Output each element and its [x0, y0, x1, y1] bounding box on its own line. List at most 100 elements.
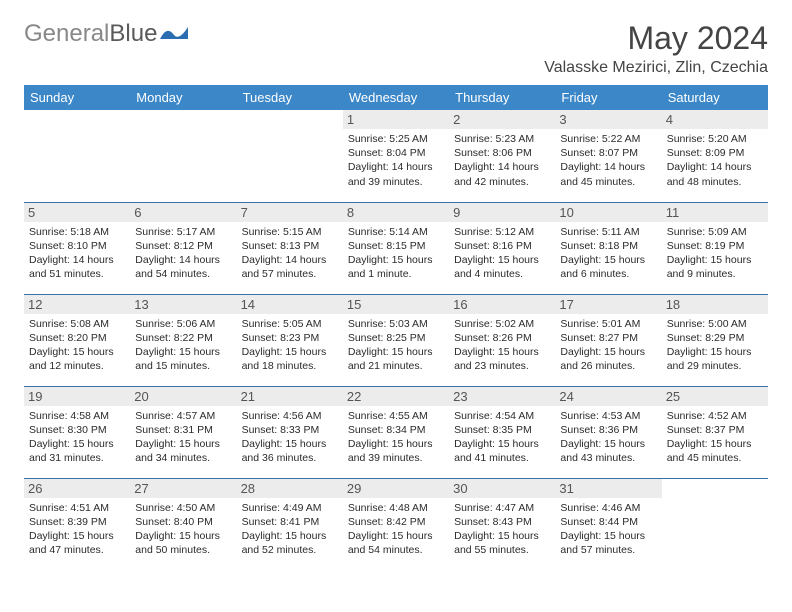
- weekday-row: SundayMondayTuesdayWednesdayThursdayFrid…: [24, 85, 768, 110]
- day-details: Sunrise: 4:57 AMSunset: 8:31 PMDaylight:…: [135, 409, 231, 466]
- day-details: Sunrise: 4:52 AMSunset: 8:37 PMDaylight:…: [667, 409, 763, 466]
- day-number: 21: [237, 387, 343, 406]
- wave-icon: [159, 21, 189, 48]
- day-number: 28: [237, 479, 343, 498]
- day-number: 6: [130, 203, 236, 222]
- day-details: Sunrise: 5:12 AMSunset: 8:16 PMDaylight:…: [454, 225, 550, 282]
- calendar-row: 26 Sunrise: 4:51 AMSunset: 8:39 PMDayligh…: [24, 478, 768, 570]
- day-number: 11: [662, 203, 768, 222]
- calendar-cell: 6 Sunrise: 5:17 AMSunset: 8:12 PMDaylight…: [130, 202, 236, 294]
- day-details: Sunrise: 5:22 AMSunset: 8:07 PMDaylight:…: [560, 132, 656, 189]
- calendar-cell: 15 Sunrise: 5:03 AMSunset: 8:25 PMDayligh…: [343, 294, 449, 386]
- day-number: 25: [662, 387, 768, 406]
- weekday-header: Friday: [555, 85, 661, 110]
- day-details: Sunrise: 4:58 AMSunset: 8:30 PMDaylight:…: [29, 409, 125, 466]
- weekday-header: Tuesday: [237, 85, 343, 110]
- calendar-cell: 8 Sunrise: 5:14 AMSunset: 8:15 PMDaylight…: [343, 202, 449, 294]
- calendar-table: SundayMondayTuesdayWednesdayThursdayFrid…: [24, 85, 768, 570]
- day-number: 26: [24, 479, 130, 498]
- brand-logo: GeneralBlue: [24, 20, 189, 48]
- day-number: 1: [343, 110, 449, 129]
- calendar-cell: 20 Sunrise: 4:57 AMSunset: 8:31 PMDayligh…: [130, 386, 236, 478]
- calendar-cell: [130, 110, 236, 202]
- day-number: 4: [662, 110, 768, 129]
- calendar-cell: 28 Sunrise: 4:49 AMSunset: 8:41 PMDayligh…: [237, 478, 343, 570]
- calendar-cell: 7Sunrise: 5:15 AMSunset: 8:13 PMDaylight…: [237, 202, 343, 294]
- day-details: Sunrise: 5:03 AMSunset: 8:25 PMDaylight:…: [348, 317, 444, 374]
- calendar-cell: [24, 110, 130, 202]
- day-details: Sunrise: 5:25 AMSunset: 8:04 PMDaylight:…: [348, 132, 444, 189]
- day-number: 5: [24, 203, 130, 222]
- day-number: 27: [130, 479, 236, 498]
- day-details: Sunrise: 4:46 AMSunset: 8:44 PMDaylight:…: [560, 501, 656, 558]
- calendar-cell: 29 Sunrise: 4:48 AMSunset: 8:42 PMDayligh…: [343, 478, 449, 570]
- brand-text: GeneralBlue: [24, 20, 157, 48]
- day-number: 29: [343, 479, 449, 498]
- day-number: 24: [555, 387, 661, 406]
- month-title: May 2024: [544, 20, 768, 57]
- title-block: May 2024 Valasske Mezirici, Zlin, Czechi…: [544, 20, 768, 77]
- day-details: Sunrise: 4:55 AMSunset: 8:34 PMDaylight:…: [348, 409, 444, 466]
- calendar-cell: 22Sunrise: 4:55 AMSunset: 8:34 PMDayligh…: [343, 386, 449, 478]
- location-text: Valasske Mezirici, Zlin, Czechia: [544, 59, 768, 77]
- day-number: 23: [449, 387, 555, 406]
- brand-part1: General: [24, 20, 109, 47]
- calendar-cell: 16Sunrise: 5:02 AMSunset: 8:26 PMDayligh…: [449, 294, 555, 386]
- day-number: 14: [237, 295, 343, 314]
- day-number: 2: [449, 110, 555, 129]
- day-number: 31: [555, 479, 661, 498]
- day-number: 30: [449, 479, 555, 498]
- day-number: 17: [555, 295, 661, 314]
- calendar-cell: 21Sunrise: 4:56 AMSunset: 8:33 PMDayligh…: [237, 386, 343, 478]
- day-number: 15: [343, 295, 449, 314]
- day-number: 13: [130, 295, 236, 314]
- calendar-cell: 18Sunrise: 5:00 AMSunset: 8:29 PMDayligh…: [662, 294, 768, 386]
- day-number: 20: [130, 387, 236, 406]
- calendar-body: 1 Sunrise: 5:25 AMSunset: 8:04 PMDaylight…: [24, 110, 768, 570]
- day-details: Sunrise: 4:54 AMSunset: 8:35 PMDaylight:…: [454, 409, 550, 466]
- day-number: 12: [24, 295, 130, 314]
- calendar-cell: 3 Sunrise: 5:22 AMSunset: 8:07 PMDaylight…: [555, 110, 661, 202]
- day-details: Sunrise: 5:20 AMSunset: 8:09 PMDaylight:…: [667, 132, 763, 189]
- day-details: Sunrise: 4:47 AMSunset: 8:43 PMDaylight:…: [454, 501, 550, 558]
- calendar-head: SundayMondayTuesdayWednesdayThursdayFrid…: [24, 85, 768, 110]
- brand-part2: Blue: [109, 20, 157, 47]
- calendar-cell: [662, 478, 768, 570]
- day-details: Sunrise: 5:23 AMSunset: 8:06 PMDaylight:…: [454, 132, 550, 189]
- day-details: Sunrise: 4:49 AMSunset: 8:41 PMDaylight:…: [242, 501, 338, 558]
- calendar-row: 5 Sunrise: 5:18 AMSunset: 8:10 PMDaylight…: [24, 202, 768, 294]
- day-details: Sunrise: 5:06 AMSunset: 8:22 PMDaylight:…: [135, 317, 231, 374]
- day-details: Sunrise: 5:17 AMSunset: 8:12 PMDaylight:…: [135, 225, 231, 282]
- weekday-header: Wednesday: [343, 85, 449, 110]
- calendar-cell: 1 Sunrise: 5:25 AMSunset: 8:04 PMDaylight…: [343, 110, 449, 202]
- day-details: Sunrise: 4:51 AMSunset: 8:39 PMDaylight:…: [29, 501, 125, 558]
- weekday-header: Thursday: [449, 85, 555, 110]
- day-number: 19: [24, 387, 130, 406]
- calendar-cell: 5 Sunrise: 5:18 AMSunset: 8:10 PMDaylight…: [24, 202, 130, 294]
- day-number: 9: [449, 203, 555, 222]
- weekday-header: Saturday: [662, 85, 768, 110]
- calendar-cell: 17Sunrise: 5:01 AMSunset: 8:27 PMDayligh…: [555, 294, 661, 386]
- calendar-cell: 14 Sunrise: 5:05 AMSunset: 8:23 PMDayligh…: [237, 294, 343, 386]
- header: GeneralBlue May 2024 Valasske Mezirici, …: [24, 20, 768, 77]
- day-details: Sunrise: 5:09 AMSunset: 8:19 PMDaylight:…: [667, 225, 763, 282]
- day-details: Sunrise: 5:18 AMSunset: 8:10 PMDaylight:…: [29, 225, 125, 282]
- calendar-cell: 26 Sunrise: 4:51 AMSunset: 8:39 PMDayligh…: [24, 478, 130, 570]
- calendar-cell: 4 Sunrise: 5:20 AMSunset: 8:09 PMDaylight…: [662, 110, 768, 202]
- day-details: Sunrise: 4:48 AMSunset: 8:42 PMDaylight:…: [348, 501, 444, 558]
- calendar-cell: 24 Sunrise: 4:53 AMSunset: 8:36 PMDayligh…: [555, 386, 661, 478]
- day-number: 7: [237, 203, 343, 222]
- day-number: 8: [343, 203, 449, 222]
- calendar-cell: 10Sunrise: 5:11 AMSunset: 8:18 PMDayligh…: [555, 202, 661, 294]
- day-details: Sunrise: 5:14 AMSunset: 8:15 PMDaylight:…: [348, 225, 444, 282]
- day-number: 3: [555, 110, 661, 129]
- weekday-header: Monday: [130, 85, 236, 110]
- day-details: Sunrise: 5:02 AMSunset: 8:26 PMDaylight:…: [454, 317, 550, 374]
- calendar-cell: 23 Sunrise: 4:54 AMSunset: 8:35 PMDayligh…: [449, 386, 555, 478]
- day-details: Sunrise: 5:08 AMSunset: 8:20 PMDaylight:…: [29, 317, 125, 374]
- day-details: Sunrise: 4:53 AMSunset: 8:36 PMDaylight:…: [560, 409, 656, 466]
- calendar-cell: [237, 110, 343, 202]
- calendar-row: 19 Sunrise: 4:58 AMSunset: 8:30 PMDayligh…: [24, 386, 768, 478]
- day-details: Sunrise: 5:05 AMSunset: 8:23 PMDaylight:…: [242, 317, 338, 374]
- calendar-cell: 11 Sunrise: 5:09 AMSunset: 8:19 PMDayligh…: [662, 202, 768, 294]
